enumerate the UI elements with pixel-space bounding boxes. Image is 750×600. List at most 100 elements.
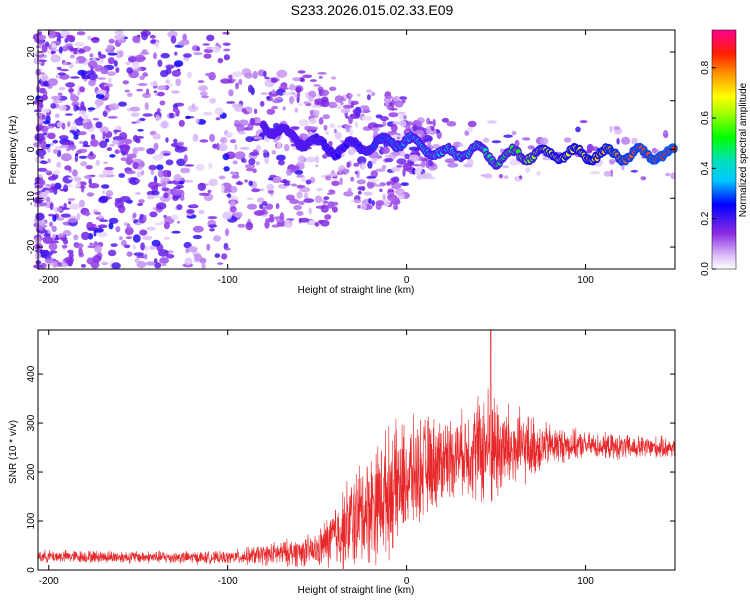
spectrogram-cell bbox=[172, 108, 180, 113]
spectrogram-cell bbox=[413, 126, 425, 130]
spectrogram-cell bbox=[49, 142, 55, 147]
spectrogram-cell bbox=[156, 202, 167, 210]
spectrogram-cell bbox=[298, 103, 304, 106]
spectrogram-cell bbox=[511, 130, 517, 136]
spectrogram-cell bbox=[39, 202, 47, 207]
spectrogram-cell bbox=[385, 99, 390, 107]
spectrogram-cell bbox=[115, 125, 119, 130]
spectrogram-cell bbox=[214, 107, 224, 116]
spectrogram-cell bbox=[264, 156, 269, 164]
spectrogram-cell bbox=[89, 53, 94, 58]
spectrogram-cell bbox=[145, 261, 156, 266]
spectrogram-cell bbox=[298, 133, 308, 141]
spectrogram-cell bbox=[184, 257, 193, 266]
spectrogram-cell bbox=[222, 31, 231, 35]
spectrogram-cell bbox=[160, 70, 169, 78]
spectrogram-cell bbox=[114, 149, 120, 155]
spectrogram-cell bbox=[309, 109, 314, 116]
spectrogram-cell bbox=[107, 249, 117, 257]
spectrogram-cell bbox=[385, 158, 394, 163]
spectrogram-cell bbox=[192, 133, 199, 142]
spectrogram-cell bbox=[366, 94, 371, 101]
spectrogram-cell bbox=[427, 140, 432, 148]
spectrogram-cell bbox=[93, 209, 99, 212]
spectrogram-cell bbox=[299, 187, 311, 193]
spectrogram-cell bbox=[156, 85, 168, 90]
spectrogram-cell bbox=[53, 169, 60, 175]
colorbar: 0.0 0.2 0.4 0.6 0.8 Normalized spectral ampl… bbox=[700, 29, 749, 276]
spectrogram-cell bbox=[403, 162, 412, 171]
spectrogram-cell bbox=[73, 176, 82, 182]
spectrogram-y-axis: -20 -10 0 10 20 bbox=[26, 46, 675, 254]
spectrogram-cell bbox=[87, 153, 96, 160]
spectrogram-cell bbox=[295, 86, 302, 93]
spectrogram-cell bbox=[143, 253, 148, 260]
spectrogram-cell bbox=[80, 101, 85, 110]
spectrogram-cell bbox=[122, 80, 129, 85]
spectrogram-cell bbox=[432, 118, 436, 128]
spectrogram-cell bbox=[404, 153, 410, 160]
spectrogram-cell bbox=[61, 122, 66, 130]
spectrogram-cell bbox=[239, 147, 250, 150]
spectrogram-cell bbox=[134, 222, 142, 226]
spectrogram-cell bbox=[69, 203, 81, 210]
spectrogram-cell bbox=[48, 213, 55, 217]
snr-y-tick-label: 0 bbox=[26, 567, 37, 573]
spectrogram-cell bbox=[386, 181, 391, 186]
spectrogram-cell bbox=[90, 139, 99, 147]
spectrogram-cell bbox=[70, 54, 75, 59]
spectrogram-cell bbox=[87, 227, 97, 232]
spectrogram-cell bbox=[206, 34, 215, 42]
spectrogram-cell bbox=[214, 253, 221, 258]
spectrogram-cell bbox=[97, 214, 103, 219]
spectrogram-cell bbox=[85, 165, 93, 170]
spectrogram-cell bbox=[259, 100, 265, 107]
spectrogram-cell bbox=[78, 116, 83, 122]
spectrogram-cell bbox=[271, 89, 276, 95]
spectrogram-cell bbox=[40, 80, 44, 87]
spectrogram-cell bbox=[269, 215, 275, 223]
spectrogram-cell bbox=[339, 177, 343, 186]
spectrogram-cell bbox=[149, 34, 156, 39]
spectrogram-cell bbox=[63, 202, 67, 209]
spectrogram-cell bbox=[351, 113, 358, 120]
spectrogram-cell bbox=[309, 117, 317, 125]
spectrogram-cell bbox=[318, 75, 323, 79]
spectrogram-cell bbox=[522, 137, 531, 141]
spectrogram-cell bbox=[113, 60, 118, 67]
spectrogram-cell bbox=[262, 214, 268, 218]
spectrogram-cell bbox=[75, 153, 79, 157]
spectrogram-cell bbox=[308, 96, 314, 103]
spectrogram-cell bbox=[255, 161, 260, 166]
spectrogram-cell bbox=[150, 170, 155, 176]
spectrogram-cell bbox=[137, 202, 144, 207]
colorbar-tick-label: 0.8 bbox=[700, 60, 711, 74]
spectrogram-cell bbox=[375, 168, 386, 172]
spectrogram-cell bbox=[392, 121, 401, 125]
spectrogram-cell bbox=[88, 178, 92, 185]
spectrogram-cell bbox=[55, 75, 59, 79]
spectrogram-cell bbox=[67, 121, 71, 128]
spectrogram-cell bbox=[58, 87, 66, 91]
spectrogram-cell bbox=[183, 179, 194, 183]
spectrogram-cell bbox=[132, 212, 137, 218]
spectrogram-cell bbox=[252, 136, 263, 140]
spectrogram-cell bbox=[235, 82, 239, 90]
spectrogram-cell bbox=[323, 200, 329, 204]
spectrogram-cell bbox=[278, 85, 288, 89]
spectrogram-cell bbox=[97, 77, 106, 80]
spectrogram-cell bbox=[226, 101, 236, 104]
spectrogram-cell bbox=[609, 125, 613, 133]
spectrogram-cell bbox=[174, 51, 178, 56]
spectrogram-cell bbox=[298, 217, 310, 223]
spectrogram-cell bbox=[270, 77, 277, 83]
spectrogram-cell bbox=[82, 113, 89, 120]
spectrogram-cell bbox=[180, 167, 190, 174]
snr-series-line bbox=[37, 329, 676, 570]
spectrogram-cell bbox=[153, 175, 158, 184]
spectrogram-cell bbox=[177, 41, 188, 46]
spectrogram-cell bbox=[238, 130, 246, 135]
spectrogram-cell bbox=[155, 40, 159, 49]
spectrogram-cell bbox=[165, 159, 174, 166]
spectrogram-cell bbox=[244, 72, 254, 79]
